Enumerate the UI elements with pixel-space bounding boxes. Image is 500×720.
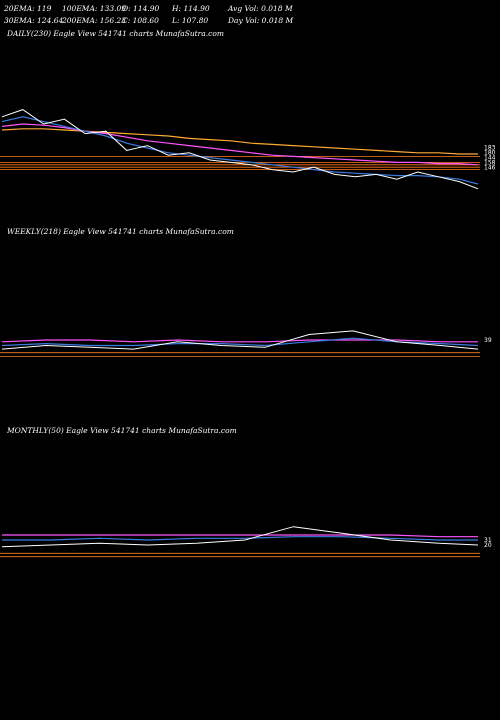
monthly-series-2 [2, 534, 478, 538]
weekly-panel-title: WEEKLY(218) Eagle View 541741 charts Mun… [7, 227, 234, 236]
weekly-right-label-0: 39 [484, 337, 492, 344]
header-20ema: 20EMA: 119 [4, 4, 52, 13]
monthly-panel-title: MONTHLY(50) Eagle View 541741 charts Mun… [7, 426, 237, 435]
daily-right-label-0: 183 [484, 145, 496, 152]
header-close: C: 108.60 [122, 16, 159, 25]
header-100ema: 100EMA: 133.09 [62, 4, 127, 13]
daily-panel-title: DAILY(230) Eagle View 541741 charts Muna… [7, 29, 224, 38]
header-30ema: 30EMA: 124.64 [4, 16, 64, 25]
monthly-series-1 [2, 536, 478, 541]
daily-right-label-1: 180 [484, 150, 496, 157]
monthly-right-label-1: 20 [484, 542, 492, 549]
header-day-vol: Day Vol: 0.018 M [228, 16, 294, 25]
daily-right-label-2: 144 [484, 155, 496, 162]
daily-right-label-4: 146 [484, 165, 496, 172]
weekly-series-0 [1, 330, 479, 350]
weekly-series-2 [1, 339, 478, 343]
daily-series-0 [1, 109, 479, 190]
header-low: L: 107.80 [172, 16, 209, 25]
header-200ema: 200EMA: 156.23 [62, 16, 127, 25]
header-avg-vol: Avg Vol: 0.018 M [228, 4, 293, 13]
header-open: O: 114.90 [122, 4, 160, 13]
daily-series-1 [1, 116, 479, 185]
header-high: H: 114.90 [172, 4, 210, 13]
monthly-right-label-0: 31 [484, 537, 492, 544]
daily-right-label-3: 158 [484, 160, 496, 167]
monthly-series-0 [1, 526, 479, 548]
daily-series-3 [1, 128, 478, 155]
